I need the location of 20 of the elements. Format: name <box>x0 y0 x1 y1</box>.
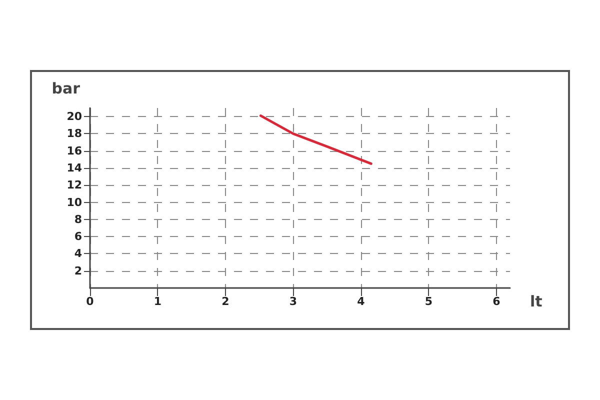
y-tick-label: 14 <box>66 162 82 174</box>
y-tick-label: 18 <box>66 127 82 140</box>
line-series <box>259 114 372 165</box>
y-tick-label: 2 <box>74 264 82 278</box>
x-tick-label: 4 <box>357 295 366 308</box>
y-tick-label: 10 <box>66 196 82 209</box>
y-tick-label: 8 <box>74 212 82 226</box>
y-tick-label: 16 <box>66 144 82 158</box>
x-tick-label: 2 <box>222 295 230 308</box>
y-tick-label: 4 <box>74 247 82 260</box>
y-tick-label: 6 <box>74 230 82 244</box>
x-tick-label: 0 <box>86 295 94 308</box>
x-tick-label: 6 <box>492 295 501 308</box>
y-tick-label: 12 <box>66 178 82 192</box>
y-tick-label: 20 <box>66 110 82 124</box>
x-tick-label: 1 <box>154 295 162 308</box>
x-tick-label: 3 <box>289 295 298 308</box>
x-tick-label: 5 <box>424 295 433 308</box>
y-axis-title: bar <box>52 80 81 98</box>
x-axis-title: lt <box>530 292 542 310</box>
